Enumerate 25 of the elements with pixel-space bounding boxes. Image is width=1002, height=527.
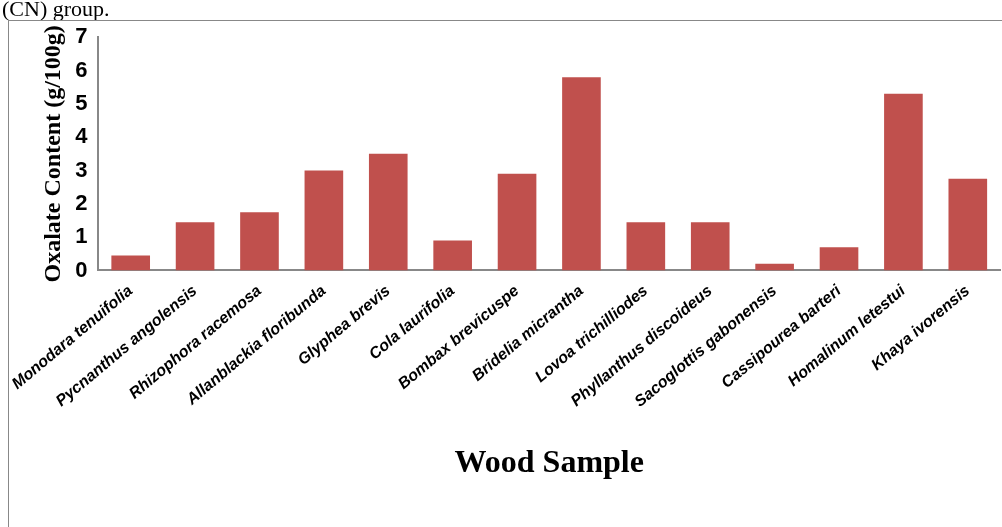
y-tick-label: 0: [75, 256, 88, 282]
y-tick-label: 1: [75, 223, 88, 249]
bar: [368, 153, 408, 271]
bar: [948, 178, 988, 271]
x-axis-title: Wood Sample: [454, 443, 644, 480]
bar: [626, 222, 666, 271]
bar: [175, 222, 215, 271]
y-tick-label: 2: [75, 189, 88, 215]
y-tick-label: 3: [75, 156, 88, 182]
bar: [497, 173, 537, 271]
bar: [111, 255, 151, 271]
bar: [819, 247, 859, 271]
bar: [690, 222, 730, 271]
text: (CN) group.: [2, 0, 110, 21]
bar: [884, 93, 923, 271]
bar: [240, 212, 279, 271]
y-tick-label: 4: [75, 123, 89, 149]
y-tick-label: 5: [75, 89, 88, 115]
bar: [755, 263, 794, 271]
bar: [433, 240, 472, 271]
y-tick-label: 6: [75, 56, 88, 82]
bar: [304, 170, 344, 271]
y-tick-label: 7: [75, 23, 88, 49]
y-axis-title: Oxalate Content (g/100g): [39, 25, 66, 283]
bar: [562, 77, 601, 271]
